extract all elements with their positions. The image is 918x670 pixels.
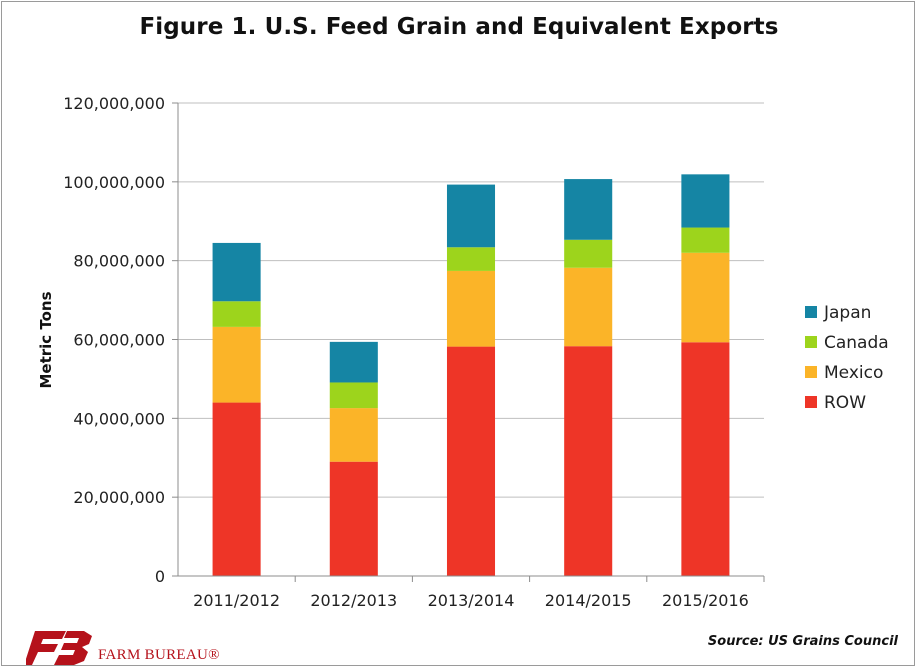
legend-swatch-japan <box>805 306 817 318</box>
legend: Japan Canada Mexico ROW <box>805 303 889 413</box>
fb-logo-icon <box>24 631 92 665</box>
y-tick-label: 100,000,000 <box>63 173 165 192</box>
bar-row-2013-2014 <box>446 346 496 576</box>
bar-canada-2011-2012 <box>212 301 261 327</box>
bar-mexico-2011-2012 <box>212 326 261 403</box>
y-tick-label: 0 <box>155 567 165 586</box>
y-tick-label: 80,000,000 <box>73 252 165 271</box>
x-tick-label: 2014/2015 <box>545 591 632 610</box>
bar-mexico-2015-2016 <box>681 252 730 343</box>
bar-japan-2014-2015 <box>564 179 613 240</box>
bar-row-2014-2015 <box>564 346 613 576</box>
y-tick-label: 120,000,000 <box>63 94 165 113</box>
bar-canada-2013-2014 <box>446 247 496 271</box>
bar-japan-2013-2014 <box>446 184 496 248</box>
y-tick-label: 60,000,000 <box>73 331 165 350</box>
logo-text: FARM BUREAU® <box>98 647 220 663</box>
axes <box>172 102 765 582</box>
bar-row-2015-2016 <box>681 342 730 576</box>
y-axis-label: Metric Tons <box>37 291 55 388</box>
legend-swatch-canada <box>805 336 817 348</box>
y-tick-label: 20,000,000 <box>73 488 165 507</box>
legend-label-japan: Japan <box>823 303 871 323</box>
legend-label-row: ROW <box>824 393 866 413</box>
bar-japan-2011-2012 <box>212 242 261 302</box>
legend-swatch-row <box>805 396 817 408</box>
bar-japan-2012-2013 <box>329 341 378 383</box>
bar-row-2012-2013 <box>329 461 378 576</box>
bar-mexico-2014-2015 <box>564 267 613 347</box>
farm-bureau-logo: FARM BUREAU® <box>24 628 246 666</box>
chart-title: Figure 1. U.S. Feed Grain and Equivalent… <box>139 14 779 40</box>
bar-mexico-2012-2013 <box>329 408 378 462</box>
bar-canada-2014-2015 <box>564 239 613 268</box>
y-axis-ticks: 0 20,000,000 40,000,000 60,000,000 80,000,00… <box>63 94 165 586</box>
x-tick-label: 2012/2013 <box>310 591 397 610</box>
source-note: Source: US Grains Council <box>707 634 898 649</box>
bars <box>212 174 730 576</box>
legend-swatch-mexico <box>805 366 817 378</box>
y-tick-label: 40,000,000 <box>73 409 165 428</box>
x-tick-label: 2013/2014 <box>428 591 515 610</box>
legend-label-canada: Canada <box>824 333 889 353</box>
x-tick-label: 2011/2012 <box>193 591 280 610</box>
bar-canada-2015-2016 <box>681 227 730 253</box>
bar-mexico-2013-2014 <box>446 270 496 347</box>
bar-japan-2015-2016 <box>681 174 730 228</box>
x-axis-ticks: 2011/2012 2012/2013 2013/2014 2014/2015 2015… <box>193 591 749 610</box>
bar-row-2011-2012 <box>212 402 261 576</box>
x-tick-label: 2015/2016 <box>662 591 749 610</box>
legend-label-mexico: Mexico <box>824 363 883 383</box>
bar-canada-2012-2013 <box>329 382 378 409</box>
